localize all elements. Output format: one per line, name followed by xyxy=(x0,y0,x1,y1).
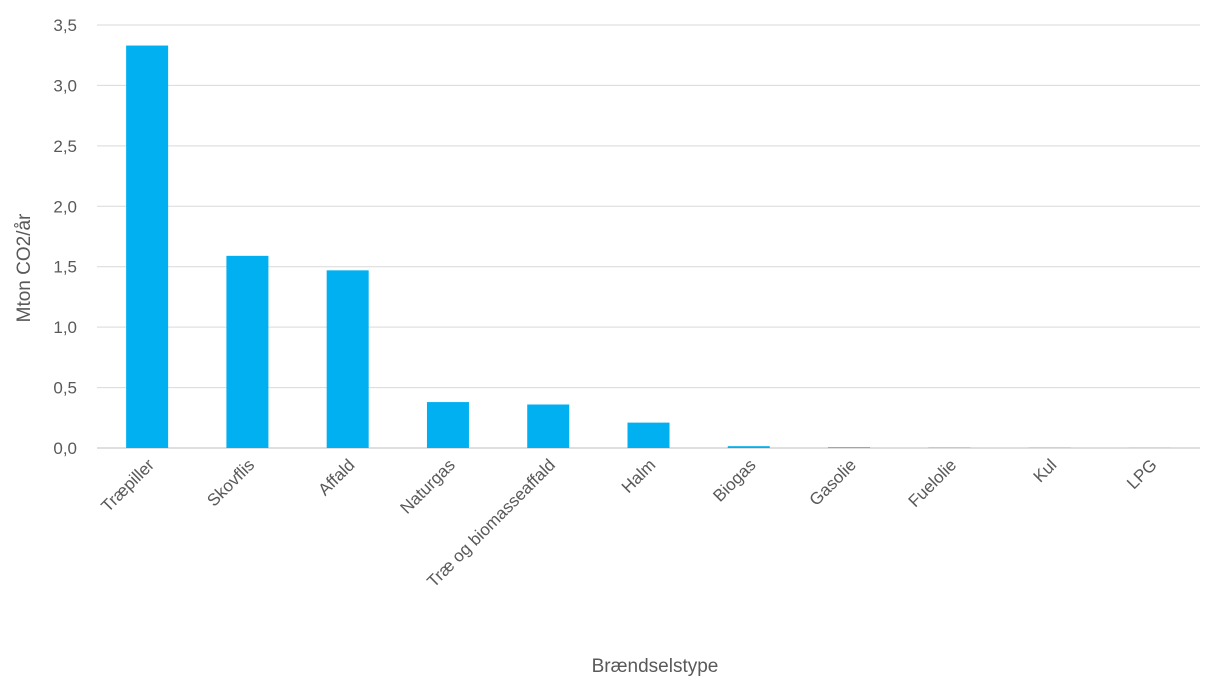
bar xyxy=(527,404,570,448)
bars xyxy=(126,45,1171,448)
bar xyxy=(126,45,169,448)
y-tick-label: 1,0 xyxy=(53,318,77,337)
x-tick-label: Affald xyxy=(315,455,359,499)
gridlines xyxy=(97,24,1200,449)
y-tick-label: 0,5 xyxy=(53,379,77,398)
y-axis-ticks: 0,0 0,5 1,0 1,5 2,0 2,5 3,0 3,5 xyxy=(53,16,77,458)
bar xyxy=(326,270,369,448)
bar xyxy=(426,402,469,448)
bar xyxy=(627,422,670,448)
y-tick-label: 2,0 xyxy=(53,197,77,216)
y-tick-label: 2,5 xyxy=(53,137,77,156)
bar xyxy=(828,447,871,448)
y-tick-label: 1,5 xyxy=(53,258,77,277)
x-tick-label: Biogas xyxy=(709,455,759,505)
y-tick-label: 3,0 xyxy=(53,76,77,95)
x-tick-label: Træpiller xyxy=(98,455,159,516)
x-tick-label: Halm xyxy=(618,455,659,496)
x-axis-title: Brændselstype xyxy=(592,656,719,677)
y-axis-title: Mton CO2/år xyxy=(14,213,35,322)
x-tick-label: Kul xyxy=(1030,455,1061,486)
y-tick-label: 0,0 xyxy=(53,439,77,458)
x-tick-label: Fuelolie xyxy=(905,455,961,511)
y-tick-label: 3,5 xyxy=(53,16,77,35)
x-tick-label: LPG xyxy=(1123,455,1160,492)
bar xyxy=(226,255,269,448)
bar xyxy=(727,446,770,448)
x-tick-label: Naturgas xyxy=(397,455,459,517)
x-tick-label: Skovflis xyxy=(203,455,258,510)
x-tick-label: Gasolie xyxy=(806,455,860,509)
